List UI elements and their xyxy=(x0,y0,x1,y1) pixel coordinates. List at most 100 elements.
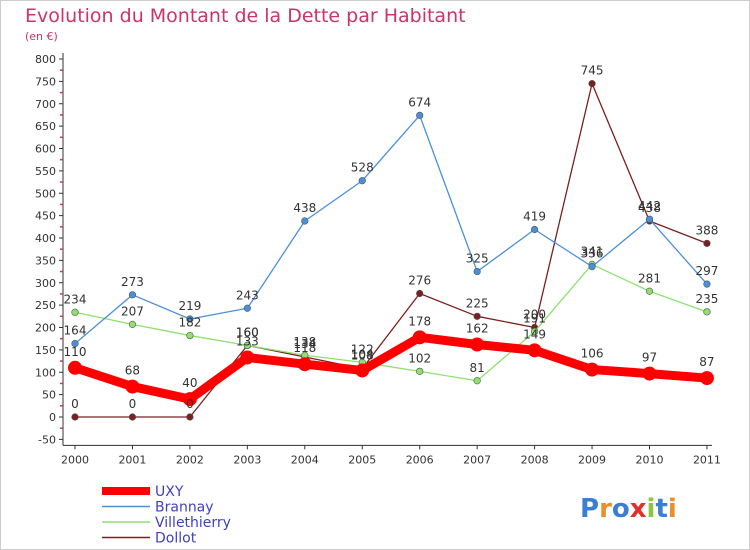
data-label-villethierry: 234 xyxy=(64,292,87,306)
data-label-villethierry: 281 xyxy=(638,271,661,285)
data-label-villethierry: 235 xyxy=(695,292,718,306)
logo-letter: x xyxy=(630,494,647,524)
data-point-uxy xyxy=(642,366,657,381)
y-tick-label: 300 xyxy=(35,277,56,290)
data-label-brannay: 219 xyxy=(178,299,201,313)
data-point-uxy xyxy=(355,363,370,378)
data-point-villethierry xyxy=(71,308,79,316)
data-point-uxy xyxy=(125,379,140,394)
y-tick-label: 550 xyxy=(35,165,56,178)
y-tick-label: 400 xyxy=(35,232,56,245)
data-label-dollot: 134 xyxy=(293,337,316,351)
y-tick-label: 600 xyxy=(35,143,56,156)
data-label-brannay: 297 xyxy=(695,264,718,278)
data-label-dollot: 0 xyxy=(71,397,79,411)
legend-label-uxy: UXY xyxy=(155,484,184,500)
series-layer xyxy=(68,80,714,421)
data-point-uxy xyxy=(240,350,255,365)
logo-letter: P xyxy=(580,494,599,524)
data-label-dollot: 108 xyxy=(351,349,374,363)
y-tick-label: 750 xyxy=(35,75,56,88)
data-label-brannay: 442 xyxy=(638,199,661,213)
data-point-brannay xyxy=(358,177,366,185)
data-label-uxy: 149 xyxy=(523,327,546,341)
data-label-brannay: 674 xyxy=(408,95,431,109)
data-point-dollot xyxy=(416,289,424,298)
data-point-uxy xyxy=(470,337,485,352)
y-tick-label: 0 xyxy=(49,411,56,424)
x-tick-label: 2007 xyxy=(463,453,491,466)
data-point-villethierry xyxy=(530,327,539,336)
axes: -500501001502002503003504004505005506006… xyxy=(35,53,721,466)
y-tick-label: 50 xyxy=(42,389,56,402)
x-tick-label: 2000 xyxy=(61,453,89,466)
data-point-villethierry xyxy=(128,320,137,328)
data-point-dollot xyxy=(588,80,596,88)
data-label-dollot: 160 xyxy=(236,325,259,339)
logo-letter: o xyxy=(612,494,630,524)
data-label-villethierry: 182 xyxy=(178,316,201,330)
data-label-uxy: 87 xyxy=(699,355,714,369)
series-line-villethierry xyxy=(74,263,708,382)
data-point-brannay xyxy=(588,263,596,271)
data-label-dollot: 0 xyxy=(129,397,137,411)
data-label-uxy: 118 xyxy=(293,341,316,355)
proxiti-logo-text: Proxiti xyxy=(580,494,677,524)
data-point-brannay xyxy=(71,340,79,348)
data-label-brannay: 528 xyxy=(351,161,374,175)
data-label-villethierry: 160 xyxy=(236,325,259,339)
x-tick-label: 2010 xyxy=(636,453,664,466)
y-tick-label: -50 xyxy=(38,433,56,446)
y-tick-label: 100 xyxy=(35,366,56,379)
y-tick-label: 700 xyxy=(35,98,56,111)
legend-label-brannay: Brannay xyxy=(155,500,214,516)
logo-letter: r xyxy=(599,494,612,524)
data-label-brannay: 336 xyxy=(581,247,604,261)
x-tick-label: 2011 xyxy=(693,453,721,466)
x-tick-label: 2001 xyxy=(118,453,146,466)
data-point-uxy xyxy=(585,362,600,377)
data-label-villethierry: 102 xyxy=(408,351,431,365)
data-point-brannay xyxy=(128,291,137,299)
legend-label-dollot: Dollot xyxy=(155,531,197,547)
logo-letter: i xyxy=(668,494,677,524)
data-label-dollot: 276 xyxy=(408,273,431,287)
data-label-dollot: 388 xyxy=(695,223,718,237)
data-point-brannay xyxy=(703,280,711,288)
legend-label-villethierry: Villethierry xyxy=(155,515,231,531)
data-label-uxy: 104 xyxy=(351,347,374,361)
data-point-brannay xyxy=(645,215,654,223)
data-label-dollot: 745 xyxy=(581,64,604,78)
data-label-dollot: 225 xyxy=(466,296,489,310)
chart-title: Evolution du Montant de la Dette par Hab… xyxy=(25,5,466,27)
logo-letter: t xyxy=(655,494,667,524)
x-tick-label: 2008 xyxy=(521,453,549,466)
data-point-uxy xyxy=(527,343,542,358)
data-label-villethierry: 81 xyxy=(470,361,485,375)
data-label-uxy: 178 xyxy=(408,314,431,328)
data-point-dollot xyxy=(473,312,481,320)
data-label-uxy: 40 xyxy=(182,376,197,390)
y-tick-label: 650 xyxy=(35,120,56,133)
proxiti-logo: Proxiti xyxy=(580,494,677,524)
data-point-brannay xyxy=(473,267,481,276)
y-tick-label: 500 xyxy=(35,187,56,200)
y-tick-label: 450 xyxy=(35,210,56,223)
data-point-uxy xyxy=(182,392,197,407)
data-label-uxy: 162 xyxy=(466,322,489,336)
logo-letter: i xyxy=(647,494,656,524)
series-line-dollot xyxy=(74,82,708,418)
data-point-uxy xyxy=(412,330,427,345)
data-label-brannay: 325 xyxy=(466,252,489,266)
data-label-brannay: 438 xyxy=(293,201,316,215)
x-tick-label: 2003 xyxy=(233,453,261,466)
x-tick-label: 2009 xyxy=(578,453,606,466)
data-point-brannay xyxy=(301,217,309,225)
data-label-brannay: 243 xyxy=(236,288,259,302)
data-label-brannay: 419 xyxy=(523,209,546,223)
data-labels-layer: 0 0 0 160 134 108 276 225 200 745 438 388 234 207 182 1… xyxy=(64,64,719,411)
data-point-villethierry xyxy=(243,341,251,350)
x-tick-label: 2005 xyxy=(348,453,376,466)
